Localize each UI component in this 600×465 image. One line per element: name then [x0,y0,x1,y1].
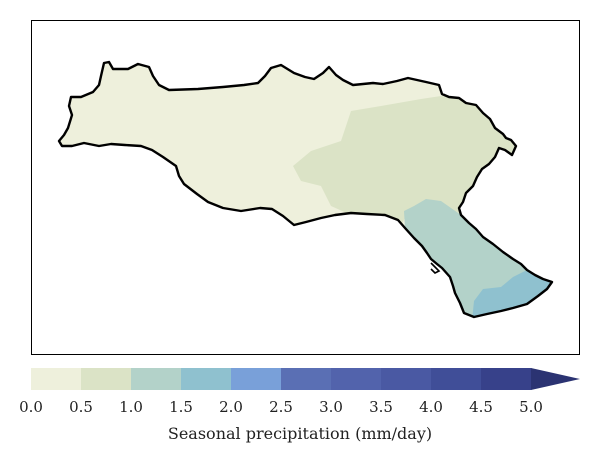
colorbar-tick-label: 1.5 [169,398,193,416]
colorbar-bin-4.0-4.5 [431,368,482,390]
colorbar-bin-1.0-1.5 [131,368,182,390]
colorbar-title: Seasonal precipitation (mm/day) [167,424,433,443]
colorbar-tick-label: 0.5 [69,398,93,416]
colorbar-tick-label: 2.5 [269,398,293,416]
colorbar-tick-label: 4.5 [469,398,493,416]
colorbar-bin-0.5-1.0 [81,368,132,390]
coastal-notch [430,262,441,274]
colorbar-bin-2.0-2.5 [231,368,282,390]
colorbar-bin-4.5-5.0 [481,368,532,390]
colorbar-extend-arrow [531,368,580,390]
colorbar-bin-3.0-3.5 [331,368,382,390]
colorbar-tick-label: 0.0 [19,398,43,416]
colorbar-bin-1.5-2.0 [181,368,232,390]
colorbar [31,368,580,390]
colorbar-tick-label: 1.0 [119,398,143,416]
colorbar-tick-label: 3.5 [369,398,393,416]
colorbar-bin-2.5-3.0 [281,368,332,390]
colorbar-tick-label: 3.0 [319,398,343,416]
colorbar-tick-label: 2.0 [219,398,243,416]
colorbar-tick-label: 4.0 [419,398,443,416]
region-boundary [57,60,554,319]
map-frame [31,20,580,355]
colorbar-bin-0.0-0.5 [31,368,82,390]
precipitation-map [57,60,554,319]
colorbar-bin-3.5-4.0 [381,368,432,390]
colorbar-tick-label: 5.0 [519,398,543,416]
